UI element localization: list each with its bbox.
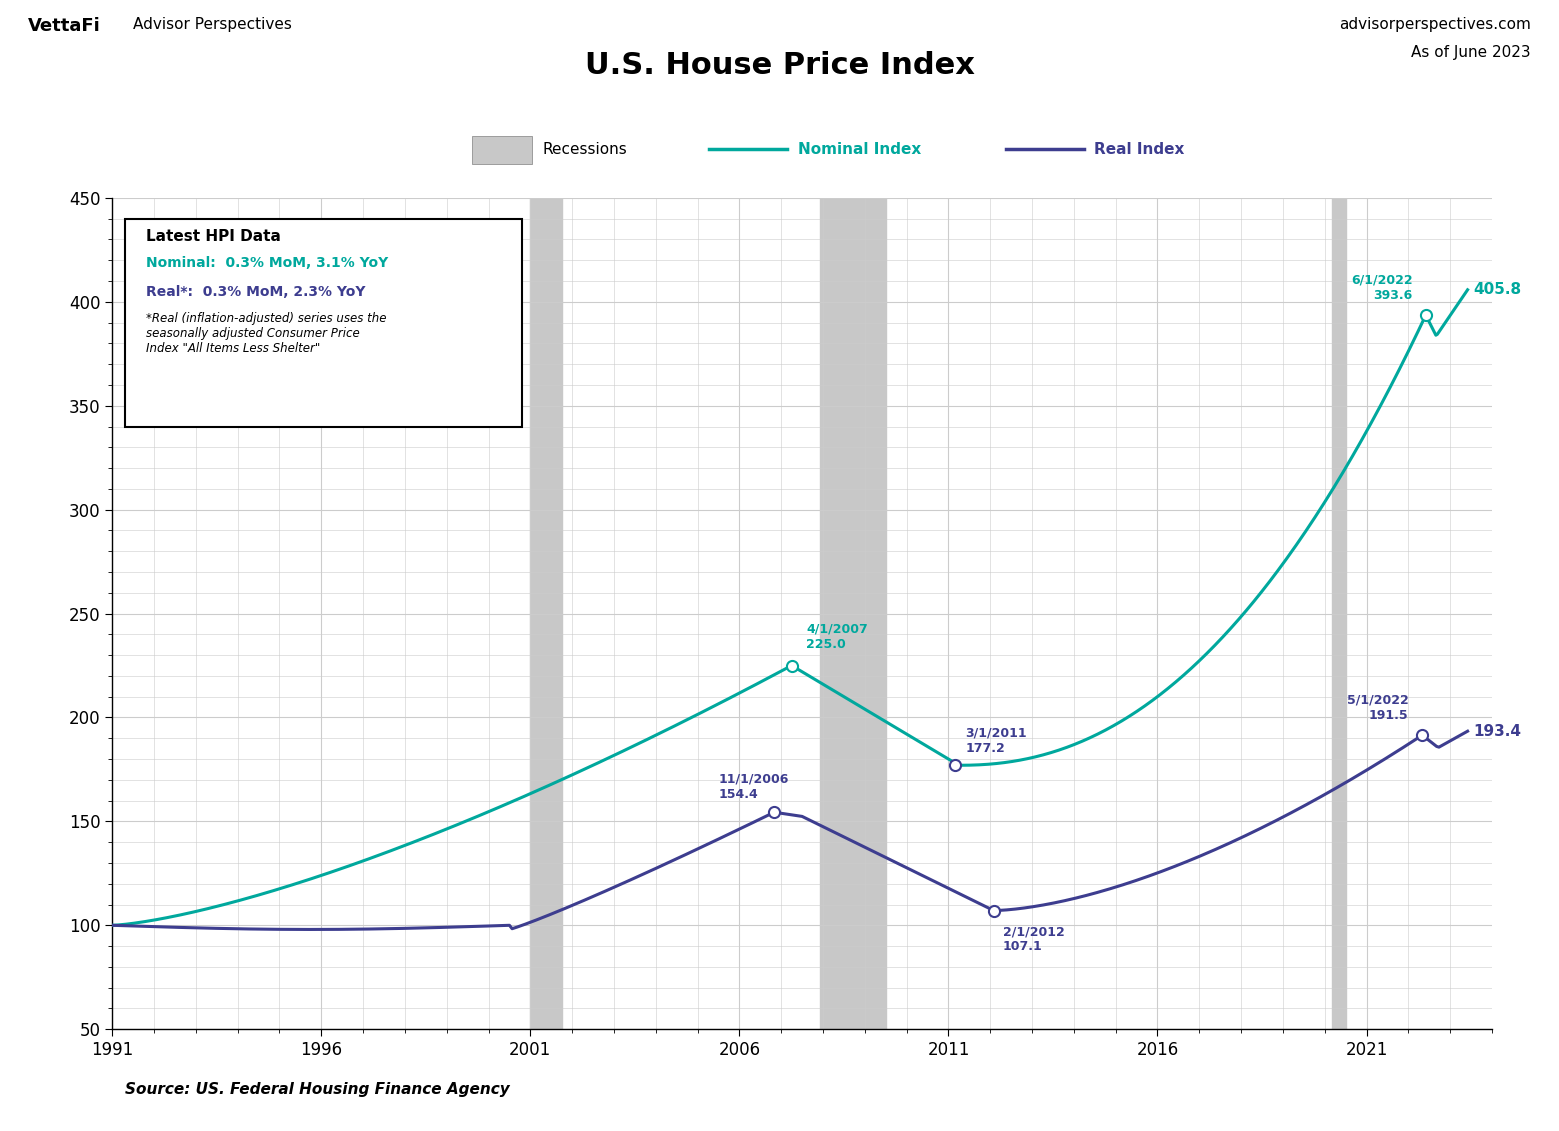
Text: VettaFi: VettaFi xyxy=(28,17,101,35)
Text: 2/1/2012
107.1: 2/1/2012 107.1 xyxy=(1002,925,1065,953)
Bar xyxy=(530,198,561,1029)
Text: Recessions: Recessions xyxy=(543,141,627,157)
Text: 5/1/2022
191.5: 5/1/2022 191.5 xyxy=(1347,693,1408,722)
Text: Latest HPI Data: Latest HPI Data xyxy=(145,230,281,244)
Text: Nominal:  0.3% MoM, 3.1% YoY: Nominal: 0.3% MoM, 3.1% YoY xyxy=(145,256,388,270)
Text: *Real (inflation-adjusted) series uses the
seasonally adjusted Consumer Price
In: *Real (inflation-adjusted) series uses t… xyxy=(145,312,387,355)
Text: Source: US. Federal Housing Finance Agency: Source: US. Federal Housing Finance Agen… xyxy=(125,1082,510,1097)
Text: Advisor Perspectives: Advisor Perspectives xyxy=(133,17,292,32)
FancyBboxPatch shape xyxy=(125,218,522,426)
Bar xyxy=(820,198,886,1029)
Text: 11/1/2006
154.4: 11/1/2006 154.4 xyxy=(719,772,789,801)
Text: U.S. House Price Index: U.S. House Price Index xyxy=(585,51,974,80)
Text: Nominal Index: Nominal Index xyxy=(798,141,921,157)
Text: advisorperspectives.com: advisorperspectives.com xyxy=(1339,17,1531,32)
Text: Real Index: Real Index xyxy=(1094,141,1185,157)
Text: 405.8: 405.8 xyxy=(1473,283,1522,297)
Text: 3/1/2011
177.2: 3/1/2011 177.2 xyxy=(965,727,1027,754)
Text: Real*:  0.3% MoM, 2.3% YoY: Real*: 0.3% MoM, 2.3% YoY xyxy=(145,285,365,300)
Text: 4/1/2007
225.0: 4/1/2007 225.0 xyxy=(806,623,868,651)
Text: 193.4: 193.4 xyxy=(1473,724,1522,739)
Text: As of June 2023: As of June 2023 xyxy=(1411,45,1531,60)
Bar xyxy=(1331,198,1345,1029)
Text: 6/1/2022
393.6: 6/1/2022 393.6 xyxy=(1352,274,1412,302)
